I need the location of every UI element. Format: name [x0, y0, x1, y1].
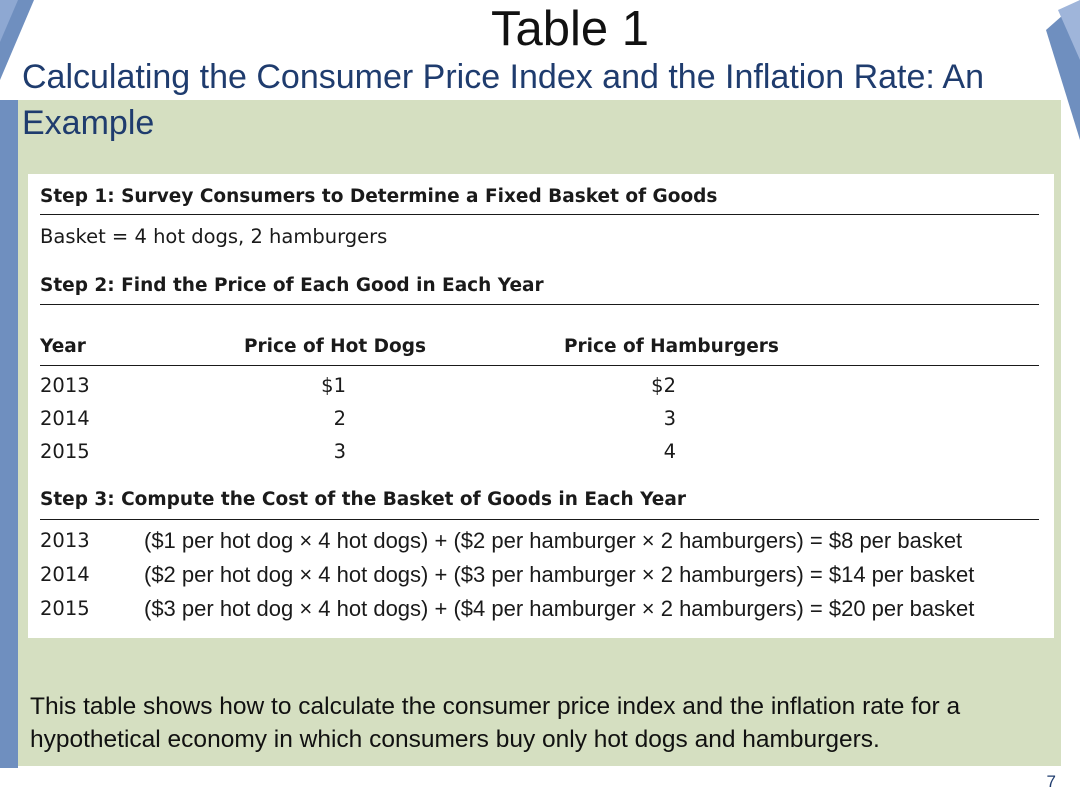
decorative-right-corner — [1046, 0, 1080, 140]
row-calculation: ($1 per hot dog × 4 hot dogs) + ($2 per … — [144, 528, 963, 553]
row-hamburger-price: 4 — [663, 440, 676, 463]
decorative-left-corner — [0, 0, 34, 80]
col-head-year: Year — [40, 336, 86, 357]
cpi-table: Step 1: Survey Consumers to Determine a … — [28, 174, 1054, 638]
page-title: Table 1 — [490, 2, 649, 56]
page-number: 7 — [1046, 772, 1056, 791]
slide-subtitle: Calculating the Consumer Price Index and… — [22, 58, 985, 142]
col-head-hamburgers: Price of Hamburgers — [564, 336, 779, 357]
basket-text: Basket = 4 hot dogs, 2 hamburgers — [40, 225, 388, 248]
step1-heading: Step 1: Survey Consumers to Determine a … — [40, 186, 718, 207]
divider — [40, 519, 1039, 520]
divider — [40, 365, 1039, 366]
row-hot-dog-price: $1 — [321, 374, 346, 397]
divider — [40, 304, 1039, 305]
row-hamburger-price: $2 — [651, 374, 676, 397]
divider — [40, 214, 1039, 215]
row-year: 2014 — [40, 563, 90, 586]
row-hamburger-price: 3 — [663, 407, 676, 430]
row-year: 2014 — [40, 407, 90, 430]
row-calculation: ($3 per hot dog × 4 hot dogs) + ($4 per … — [144, 596, 975, 621]
row-hot-dog-price: 3 — [333, 440, 346, 463]
step2-heading: Step 2: Find the Price of Each Good in E… — [40, 275, 544, 296]
row-year: 2013 — [40, 529, 90, 552]
row-calculation: ($2 per hot dog × 4 hot dogs) + ($3 per … — [144, 562, 975, 587]
col-head-hot-dogs: Price of Hot Dogs — [244, 336, 426, 357]
step3-heading: Step 3: Compute the Cost of the Basket o… — [40, 489, 686, 510]
table-caption: This table shows how to calculate the co… — [30, 693, 961, 753]
row-hot-dog-price: 2 — [333, 407, 346, 430]
row-year: 2015 — [40, 440, 90, 463]
row-year: 2015 — [40, 597, 90, 620]
row-year: 2013 — [40, 374, 90, 397]
left-accent-bar — [0, 100, 18, 768]
